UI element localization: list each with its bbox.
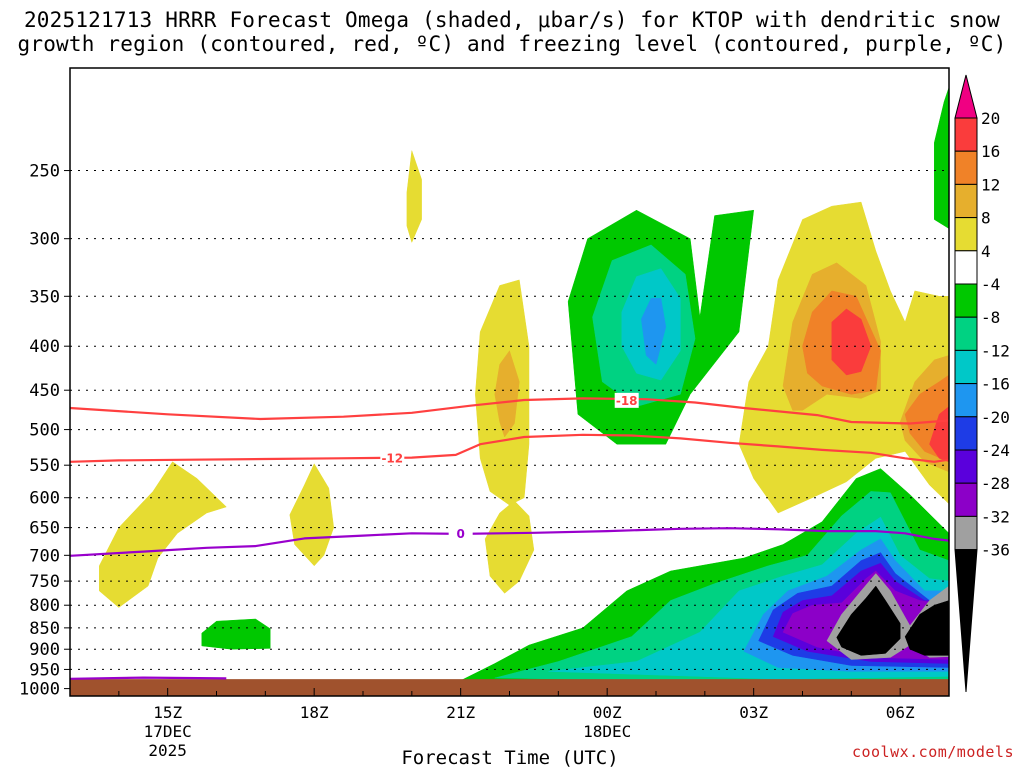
xtick-date-18DEC: 18DEC	[583, 722, 631, 741]
colorbar-swatch-9	[954, 383, 978, 418]
colorbar-swatch-11	[954, 449, 978, 484]
colorbar-swatch-10	[954, 416, 978, 451]
ytick-label-800: 800	[29, 596, 60, 616]
contour-label-0: 0	[456, 527, 464, 541]
omega-region-15	[201, 618, 271, 650]
colorbar-label-4: 4	[981, 242, 991, 261]
ytick-label-250: 250	[29, 162, 60, 182]
contour-line-2	[70, 433, 949, 463]
x-axis-title: Forecast Time (UTC)	[401, 747, 618, 768]
xtick-label-00Z: 00Z	[593, 703, 622, 722]
colorbar-swatch-13	[954, 515, 978, 551]
ytick-label-1000: 1000	[19, 680, 60, 700]
ytick-label-600: 600	[29, 489, 60, 509]
xtick-label-15Z: 15Z	[153, 703, 182, 722]
xtick-label-18Z: 18Z	[300, 703, 329, 722]
colorbar-swatch-5	[954, 250, 978, 285]
ytick-label-450: 450	[29, 381, 60, 401]
contour-label-bg--18	[614, 392, 639, 408]
chart-title-line-1: 2025121713 HRRR Forecast Omega (shaded, …	[23, 8, 1001, 32]
omega-region-19	[406, 150, 422, 243]
colorbar-swatch-6	[954, 283, 978, 318]
ytick-label-300: 300	[29, 230, 60, 250]
ytick-label-850: 850	[29, 619, 60, 639]
ytick-label-900: 900	[29, 640, 60, 660]
ytick-label-550: 550	[29, 456, 60, 476]
colorbar-arrow-bottom	[954, 549, 978, 693]
colorbar-swatch-4	[954, 217, 978, 252]
surface-ground	[70, 679, 949, 696]
colorbar-label--20: -20	[981, 408, 1010, 427]
ytick-label-350: 350	[29, 287, 60, 307]
colorbar-label-8: 8	[981, 209, 991, 228]
colorbar-swatch-1	[954, 117, 978, 152]
contour-label-bg--12	[380, 450, 405, 466]
xtick-label-03Z: 03Z	[739, 703, 768, 722]
xtick-date-17DEC: 17DEC	[144, 722, 192, 741]
omega-region-22	[494, 350, 520, 438]
omega-region-17	[99, 461, 227, 608]
colorbar-label-20: 20	[981, 109, 1000, 128]
y-axis: 2503003504004505005506006507007508008509…	[19, 162, 70, 700]
credit-text: coolwx.com/models	[852, 743, 1014, 761]
colorbar-label--16: -16	[981, 375, 1010, 394]
omega-region-13	[836, 585, 901, 656]
omega-region-21	[484, 500, 535, 594]
omega-region-28	[831, 308, 872, 376]
omega-region-16	[934, 86, 949, 229]
omega-region-4	[641, 298, 667, 365]
colorbar-label--36: -36	[981, 541, 1010, 560]
contour-label--12: -12	[381, 451, 403, 465]
contour-label-bg-0	[448, 525, 473, 541]
omega-shading	[70, 86, 949, 696]
colorbar-label--32: -32	[981, 507, 1010, 526]
colorbar-swatch-2	[954, 150, 978, 185]
chart-title-line-2: growth region (contoured, red, ºC) and f…	[17, 32, 1007, 56]
colorbar-label--24: -24	[981, 441, 1010, 460]
contour-line-4	[70, 676, 227, 680]
colorbar-label--28: -28	[981, 474, 1010, 493]
xtick-label-21Z: 21Z	[446, 703, 475, 722]
ytick-label-400: 400	[29, 337, 60, 357]
colorbar-label-16: 16	[981, 142, 1000, 161]
colorbar-label--8: -8	[981, 308, 1000, 327]
colorbar-swatch-8	[954, 349, 978, 385]
colorbar-swatch-3	[954, 183, 978, 219]
ytick-label-500: 500	[29, 421, 60, 441]
ytick-label-750: 750	[29, 572, 60, 592]
contour-lines: -18 -12 0	[70, 392, 949, 680]
contour-line-1	[70, 397, 949, 425]
colorbar-arrow-top	[954, 74, 978, 119]
ytick-label-700: 700	[29, 546, 60, 566]
colorbar-label--4: -4	[981, 275, 1000, 294]
colorbar-swatch-7	[954, 316, 978, 351]
ytick-label-950: 950	[29, 660, 60, 680]
colorbar-label-12: 12	[981, 175, 1000, 194]
contour-line-3	[70, 527, 949, 557]
colorbar-swatch-12	[954, 482, 978, 517]
contour-label--18: -18	[616, 394, 638, 408]
xtick-label-06Z: 06Z	[886, 703, 915, 722]
colorbar: 20 16 12 8 4 -4 -8 -12 -16 -20 -24 -28 -32 -36	[954, 74, 1010, 693]
ytick-label-650: 650	[29, 519, 60, 539]
xtick-year-2025: 2025	[148, 741, 187, 760]
omega-region-18	[289, 463, 334, 567]
colorbar-label--12: -12	[981, 341, 1010, 360]
